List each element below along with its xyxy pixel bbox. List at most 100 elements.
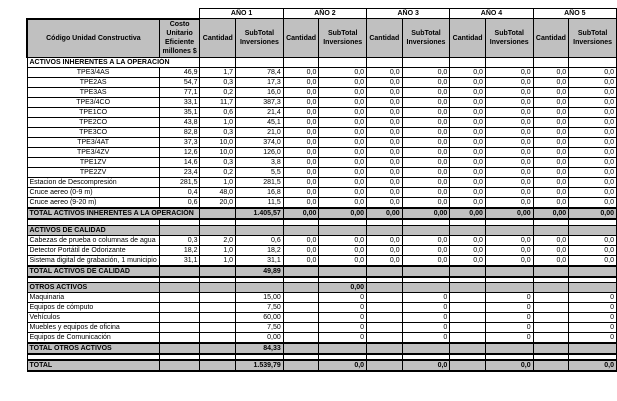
subtotal-cell[interactable]: 1.539,79: [235, 359, 284, 372]
subtotal-cell[interactable]: 0,0: [401, 167, 451, 178]
subtotal-cell[interactable]: 0,0: [484, 107, 534, 118]
subtotal-cell[interactable]: 0,0: [401, 67, 451, 78]
subtotal-cell[interactable]: 0,0: [484, 77, 534, 88]
subtotal-cell[interactable]: 0,0: [484, 177, 534, 188]
subtotal-cell[interactable]: 0,0: [568, 177, 617, 188]
subtotal-cell[interactable]: 0,0: [401, 177, 451, 188]
qty-cell[interactable]: 0,0: [282, 137, 320, 148]
qty-cell[interactable]: 0,0: [366, 137, 403, 148]
unit-cost-cell[interactable]: 46,9: [158, 67, 201, 78]
subtotal-cell[interactable]: 16,8: [235, 187, 284, 198]
subtotal-cell[interactable]: 0,0: [568, 97, 617, 108]
unit-cost-cell[interactable]: 12,6: [158, 147, 201, 158]
unit-cost-cell[interactable]: [158, 292, 201, 303]
subtotal-cell[interactable]: 0,0: [401, 107, 451, 118]
subtotal-cell[interactable]: 0,00: [401, 207, 451, 220]
qty-cell[interactable]: 0,3: [199, 157, 237, 168]
subtotal-cell[interactable]: 0,00: [318, 207, 368, 220]
qty-cell[interactable]: 0,0: [282, 254, 320, 266]
year-1-header[interactable]: AÑO 1: [199, 8, 284, 19]
qty-cell[interactable]: 2,0: [199, 234, 237, 246]
qty-cell[interactable]: 0,0: [366, 157, 403, 168]
qty-cell[interactable]: [532, 322, 570, 333]
subtotal-cell[interactable]: 0: [568, 332, 617, 344]
qty-cell[interactable]: [366, 282, 403, 293]
subtotal-cell[interactable]: 0,0: [484, 87, 534, 98]
unit-cost-cell[interactable]: 77,1: [158, 87, 201, 98]
subtotal-cell[interactable]: 0: [484, 312, 534, 323]
qty-cell[interactable]: 0,0: [449, 157, 486, 168]
qty-cell[interactable]: 0,00: [366, 207, 403, 220]
subtotal-cell[interactable]: 0,0: [568, 157, 617, 168]
qty-cell[interactable]: 0,0: [282, 167, 320, 178]
row-label-cell[interactable]: TPE3CO: [26, 127, 160, 138]
subtotal-cell[interactable]: 0,0: [484, 187, 534, 198]
subtotal-header-y3[interactable]: SubTotal Inversiones: [401, 18, 451, 58]
qty-cell[interactable]: 0,0: [449, 234, 486, 246]
subtotal-cell[interactable]: 0,0: [401, 97, 451, 108]
unit-cost-cell[interactable]: [158, 264, 201, 278]
qty-cell[interactable]: [199, 264, 237, 278]
qty-cell[interactable]: [449, 359, 486, 372]
qty-cell[interactable]: 0,0: [366, 97, 403, 108]
subtotal-cell[interactable]: 0,0: [318, 234, 368, 246]
subtotal-header-y4[interactable]: SubTotal Inversiones: [484, 18, 534, 58]
qty-cell[interactable]: [366, 57, 403, 68]
subtotal-cell[interactable]: 0,0: [568, 244, 617, 256]
qty-cell[interactable]: [449, 322, 486, 333]
subtotal-cell[interactable]: 0,0: [568, 254, 617, 266]
row-label-cell[interactable]: TPE1CO: [26, 107, 160, 118]
qty-cell[interactable]: [532, 302, 570, 313]
row-label-cell[interactable]: Cruce aereo (0-9 m): [26, 187, 160, 198]
qty-cell[interactable]: 0,0: [282, 187, 320, 198]
qty-cell[interactable]: 0,0: [282, 127, 320, 138]
qty-cell[interactable]: [199, 359, 237, 372]
qty-cell[interactable]: 0,0: [449, 127, 486, 138]
qty-cell[interactable]: [449, 224, 486, 236]
subtotal-cell[interactable]: 0,0: [568, 234, 617, 246]
subtotal-cell[interactable]: 0,0: [318, 117, 368, 128]
subtotal-cell[interactable]: 0: [568, 312, 617, 323]
row-label-cell[interactable]: ACTIVOS DE CALIDAD: [26, 224, 160, 236]
subtotal-cell[interactable]: 1.405,57: [235, 207, 284, 220]
qty-cell[interactable]: 0,0: [532, 117, 570, 128]
unit-cost-cell[interactable]: 23,4: [158, 167, 201, 178]
year-3-header[interactable]: AÑO 3: [366, 8, 451, 19]
subtotal-cell[interactable]: 21,4: [235, 107, 284, 118]
subtotal-cell[interactable]: 0,0: [401, 197, 451, 209]
qty-cell[interactable]: [366, 332, 403, 344]
subtotal-cell[interactable]: 126,0: [235, 147, 284, 158]
qty-cell[interactable]: 0,00: [532, 207, 570, 220]
qty-cell[interactable]: 1,0: [199, 177, 237, 188]
subtotal-cell[interactable]: 0: [568, 292, 617, 303]
subtotal-cell[interactable]: 0,00: [318, 282, 368, 293]
qty-cell[interactable]: 0,0: [449, 147, 486, 158]
subtotal-cell[interactable]: [568, 57, 617, 68]
qty-cell[interactable]: [449, 282, 486, 293]
subtotal-cell[interactable]: 17,3: [235, 77, 284, 88]
qty-cell[interactable]: 1,7: [199, 67, 237, 78]
subtotal-cell[interactable]: [401, 282, 451, 293]
qty-cell[interactable]: [366, 264, 403, 278]
subtotal-cell[interactable]: [318, 264, 368, 278]
unit-cost-cell[interactable]: [158, 312, 201, 323]
subtotal-cell[interactable]: 31,1: [235, 254, 284, 266]
subtotal-cell[interactable]: 16,0: [235, 87, 284, 98]
row-label-cell[interactable]: ACTIVOS INHERENTES A LA OPERACIÓN: [26, 57, 201, 68]
unit-cost-cell[interactable]: 35,1: [158, 107, 201, 118]
qty-cell[interactable]: [449, 292, 486, 303]
qty-cell[interactable]: 0,0: [366, 197, 403, 209]
subtotal-cell[interactable]: 0,0: [568, 107, 617, 118]
qty-cell[interactable]: [366, 312, 403, 323]
qty-cell[interactable]: 0,0: [366, 187, 403, 198]
subtotal-cell[interactable]: 60,00: [235, 312, 284, 323]
qty-cell[interactable]: 0,0: [532, 234, 570, 246]
subtotal-cell[interactable]: 0,0: [484, 67, 534, 78]
year-2-header[interactable]: AÑO 2: [282, 8, 368, 19]
subtotal-cell[interactable]: 0,0: [484, 147, 534, 158]
row-label-cell[interactable]: TPE1ZV: [26, 157, 160, 168]
subtotal-header-y5[interactable]: SubTotal Inversiones: [568, 18, 617, 58]
qty-cell[interactable]: [532, 292, 570, 303]
qty-cell[interactable]: 0,0: [282, 244, 320, 256]
cantidad-header-y1[interactable]: Cantidad: [199, 18, 237, 58]
